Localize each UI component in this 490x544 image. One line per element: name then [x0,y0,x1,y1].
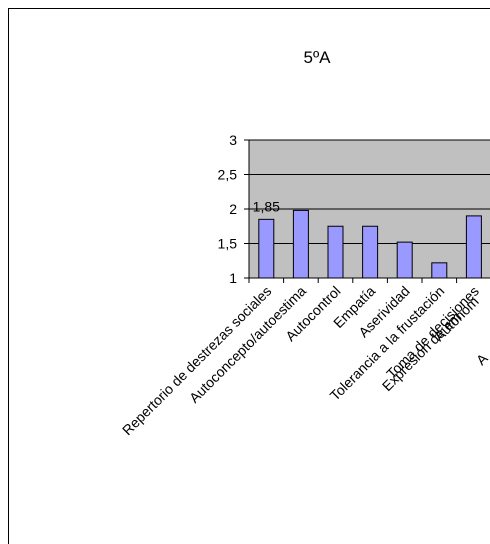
value-label: 1,85 [253,198,280,214]
bar [258,218,275,279]
chart-title: 5ºA [303,48,331,67]
bar [396,241,413,279]
bar [327,225,344,279]
y-tick-label: 2,5 [218,167,238,183]
y-tick-label: 2 [229,201,237,217]
y-tick-label: 3 [229,132,237,148]
bar [362,225,379,279]
y-tick-label: 1 [229,270,237,286]
bar [292,209,309,279]
y-tick-label: 1,5 [218,236,238,252]
bar [431,262,448,279]
bar [465,215,482,279]
